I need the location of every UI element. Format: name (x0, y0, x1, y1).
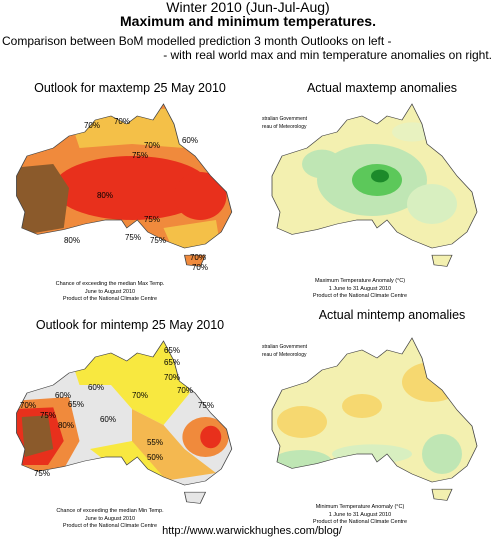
map-label: 65% (68, 400, 84, 409)
map-label: 70% (164, 373, 180, 382)
agency: reau of Meteorology (262, 124, 307, 130)
source-url: http://www.warwickhughes.com/blog/ (162, 525, 343, 537)
panel-title: Actual mintemp anomalies (319, 308, 466, 322)
description: Comparison between BoM modelled predicti… (2, 34, 392, 48)
description: - with real world max and min temperatur… (163, 48, 492, 62)
map-label: 75% (150, 236, 166, 245)
map-label: 70% (177, 386, 193, 395)
map-label: 75% (40, 411, 56, 420)
map-label: 65% (164, 346, 180, 355)
map-label: 80% (58, 421, 74, 430)
caption: Chance of exceeding the median Min Temp. (56, 508, 164, 514)
map-label: 70% (144, 141, 160, 150)
caption: Product of the National Climate Centre (63, 523, 157, 529)
map-label: 70% (20, 401, 36, 410)
agency: stralian Government (262, 344, 308, 350)
caption: June to August 2010 (85, 289, 135, 295)
caption: Minimum Temperature Anomaly (°C) (316, 504, 405, 510)
caption: Maximum Temperature Anomaly (°C) (315, 278, 405, 284)
map-label: 60% (55, 391, 71, 400)
map-label: 65% (164, 358, 180, 367)
caption: Product of the National Climate Centre (63, 296, 157, 302)
map-label: 70% (132, 391, 148, 400)
panel-title: Outlook for mintemp 25 May 2010 (36, 318, 224, 332)
caption: June to August 2010 (85, 516, 135, 522)
map-label: 75% (198, 401, 214, 410)
map-label: 80% (97, 191, 113, 200)
panel-title: Outlook for maxtemp 25 May 2010 (34, 81, 226, 95)
map-label: 75% (132, 151, 148, 160)
map-panel: Outlook for mintemp 25 May 2010 Chance o… (15, 318, 233, 529)
map-panel: Actual mintemp anomalies stralian Govern… (262, 308, 478, 525)
map-label: 80% (64, 236, 80, 245)
map-label: 75% (125, 233, 141, 242)
map-label: 70% (114, 117, 130, 126)
agency: stralian Government (262, 116, 308, 122)
map-label: 60% (88, 383, 104, 392)
map-label: 70% (192, 263, 208, 272)
caption: 1 June to 31 August 2010 (329, 286, 391, 292)
caption: 1 June to 31 August 2010 (329, 512, 391, 518)
subtitle: Maximum and minimum temperatures. (120, 13, 376, 29)
map-panel: Outlook for maxtemp 25 May 2010 Chance o… (15, 81, 233, 302)
map-label: 70% (84, 121, 100, 130)
agency: reau of Meteorology (262, 352, 307, 358)
map-label: 55% (147, 438, 163, 447)
panel-title: Actual maxtemp anomalies (307, 81, 457, 95)
map-panel: Actual maxtemp anomalies stralian Govern… (262, 81, 478, 299)
map-label: 60% (100, 415, 116, 424)
map-label: 70% (190, 253, 206, 262)
map-label: 50% (147, 453, 163, 462)
caption: Chance of exceeding the median Max Temp. (56, 281, 165, 287)
caption: Product of the National Climate Centre (313, 293, 407, 299)
map-label: 75% (34, 469, 50, 478)
caption: Product of the National Climate Centre (313, 519, 407, 525)
map-label: 60% (182, 136, 198, 145)
map-label: 75% (144, 215, 160, 224)
title: Winter 2010 (Jun-Jul-Aug) (166, 0, 329, 15)
